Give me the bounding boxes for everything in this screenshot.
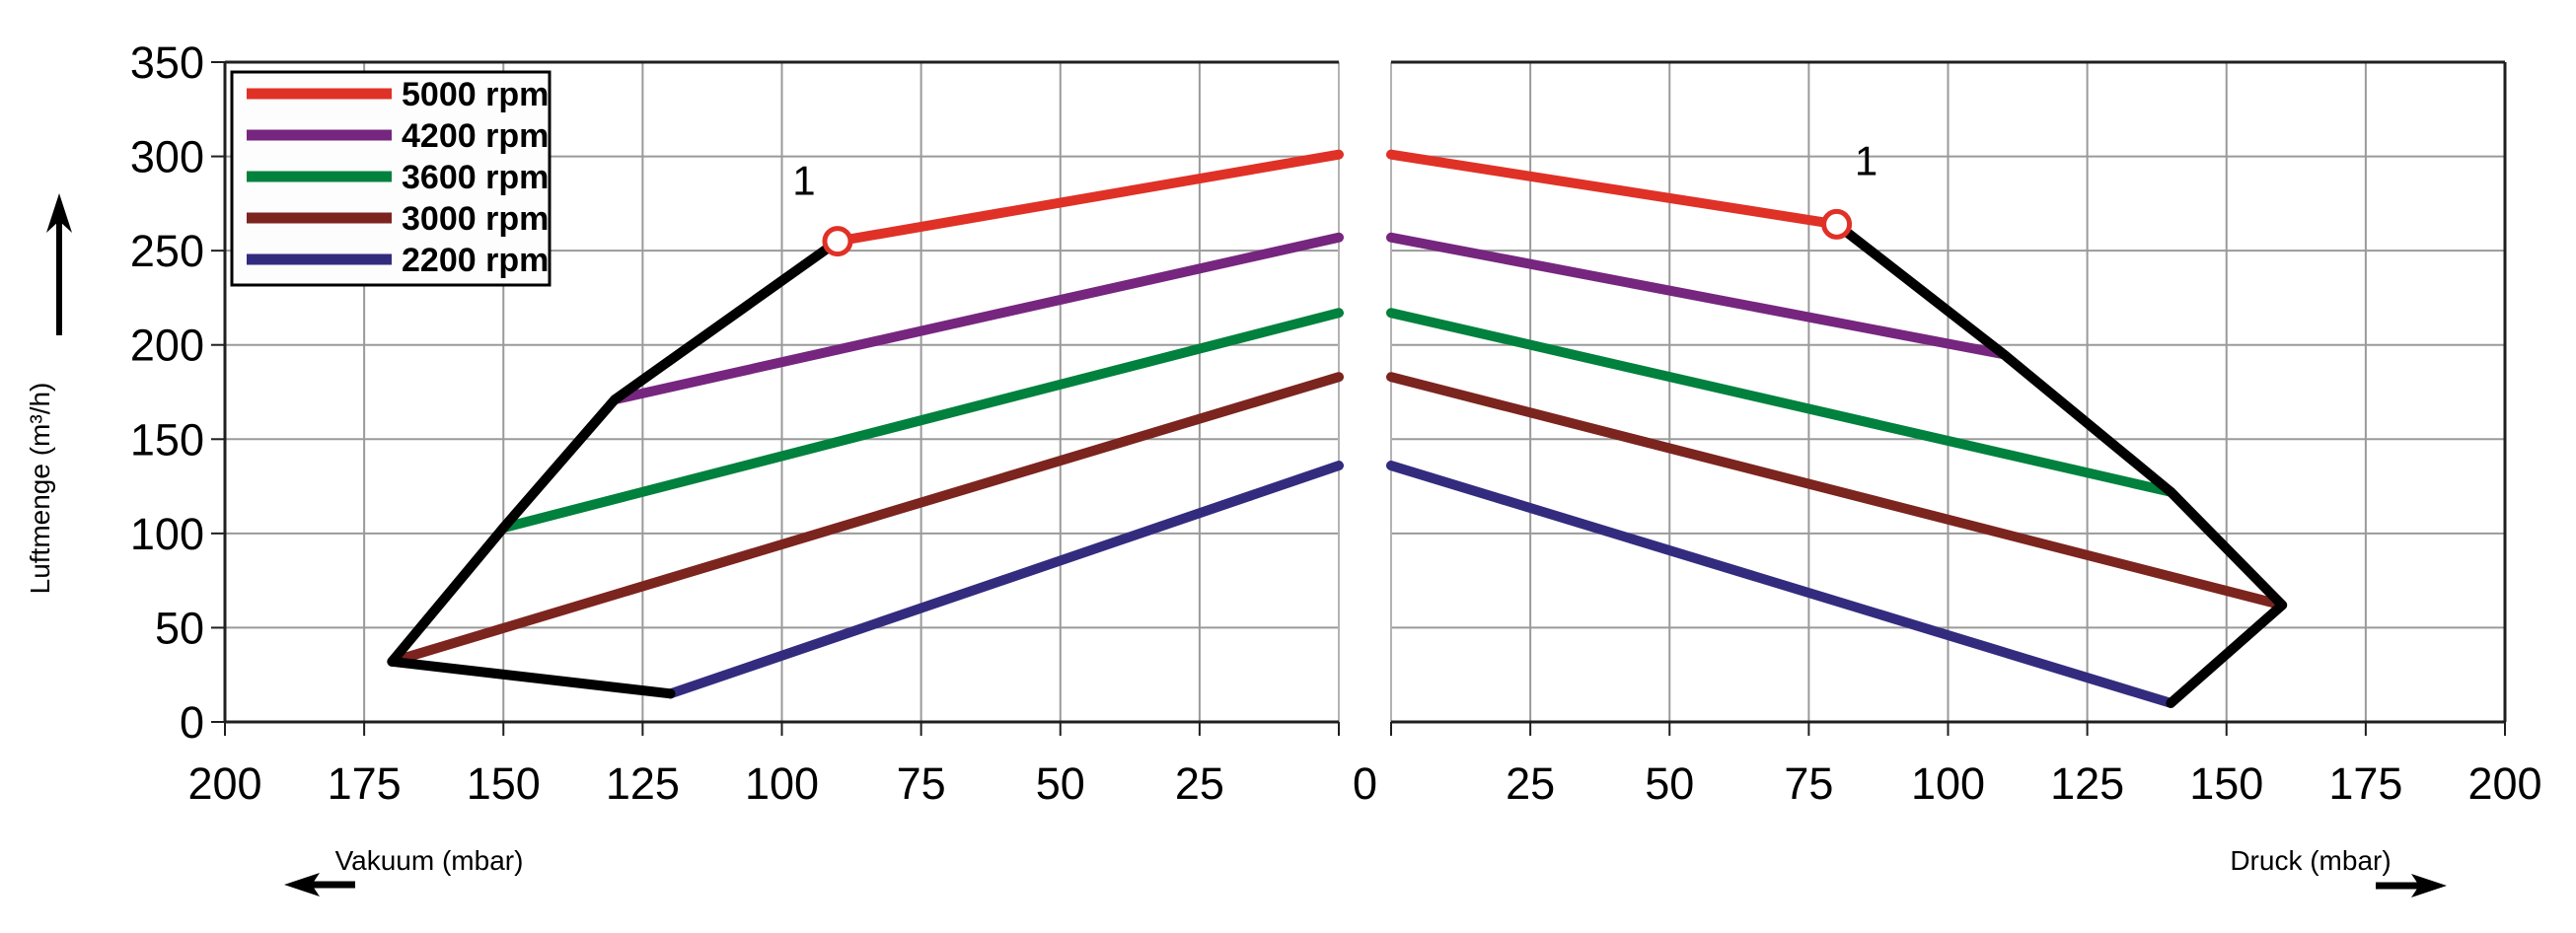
annotation-marker-1 bbox=[1821, 208, 1853, 240]
series-line-5000-rpm bbox=[832, 149, 1344, 247]
annotation-marker-1 bbox=[822, 226, 853, 257]
y-tick-label: 250 bbox=[130, 226, 204, 276]
x-tick-label: 150 bbox=[467, 758, 541, 809]
y-tick-label: 100 bbox=[130, 509, 204, 559]
operating-envelope-line bbox=[1831, 219, 2288, 708]
x-tick-label: 200 bbox=[187, 758, 261, 809]
x-tick-label: 25 bbox=[1175, 758, 1224, 809]
y-axis-arrow-icon bbox=[46, 193, 72, 233]
x-tick-label: 100 bbox=[1911, 758, 1985, 809]
series-line-3000-rpm bbox=[1386, 372, 2288, 610]
y-tick-label: 50 bbox=[155, 603, 204, 653]
series-line-4200-rpm bbox=[1386, 232, 2009, 360]
y-tick-label: 200 bbox=[130, 321, 204, 371]
y-tick-label: 350 bbox=[130, 37, 204, 88]
x-tick-label-zero: 0 bbox=[1353, 758, 1377, 809]
y-tick-label: 150 bbox=[130, 414, 204, 465]
annotation-label-1: 1 bbox=[792, 158, 815, 204]
x-axis-title-vakuum: Vakuum (mbar) bbox=[335, 845, 524, 876]
x-tick-label: 50 bbox=[1645, 758, 1694, 809]
legend-label-4200-rpm: 4200 rpm bbox=[402, 117, 549, 155]
series-line-3600-rpm bbox=[498, 308, 1344, 534]
legend-label-2200-rpm: 2200 rpm bbox=[402, 242, 549, 279]
series-line-2200-rpm bbox=[665, 461, 1344, 699]
x-tick-label: 25 bbox=[1506, 758, 1555, 809]
series-line-2200-rpm bbox=[1386, 461, 2176, 708]
annotation-label-1: 1 bbox=[1855, 137, 1877, 183]
y-tick-label: 300 bbox=[130, 132, 204, 182]
x-tick-label: 175 bbox=[328, 758, 402, 809]
x-tick-label: 175 bbox=[2328, 758, 2402, 809]
x-tick-label: 100 bbox=[745, 758, 819, 809]
legend-label-3000-rpm: 3000 rpm bbox=[402, 200, 549, 238]
operating-envelope-line bbox=[387, 236, 843, 699]
y-axis-title: Luftmenge (m³/h) bbox=[25, 383, 55, 595]
legend-label-5000-rpm: 5000 rpm bbox=[402, 76, 549, 113]
series-line-4200-rpm bbox=[610, 232, 1344, 405]
x-tick-label: 75 bbox=[1784, 758, 1833, 809]
series-line-3000-rpm bbox=[387, 372, 1344, 667]
druck-arrow-icon bbox=[2411, 874, 2447, 897]
x-tick-label: 125 bbox=[606, 758, 680, 809]
y-tick-label: 0 bbox=[180, 697, 204, 748]
x-tick-label: 150 bbox=[2189, 758, 2263, 809]
x-tick-label: 75 bbox=[897, 758, 946, 809]
x-axis-title-druck: Druck (mbar) bbox=[2230, 845, 2391, 876]
series-line-5000-rpm bbox=[1386, 149, 1842, 230]
x-tick-label: 200 bbox=[2467, 758, 2541, 809]
series-line-3600-rpm bbox=[1386, 308, 2176, 497]
legend-label-3600-rpm: 3600 rpm bbox=[402, 159, 549, 196]
x-tick-label: 125 bbox=[2050, 758, 2124, 809]
vakuum-arrow-icon bbox=[284, 873, 320, 897]
x-tick-label: 50 bbox=[1036, 758, 1085, 809]
